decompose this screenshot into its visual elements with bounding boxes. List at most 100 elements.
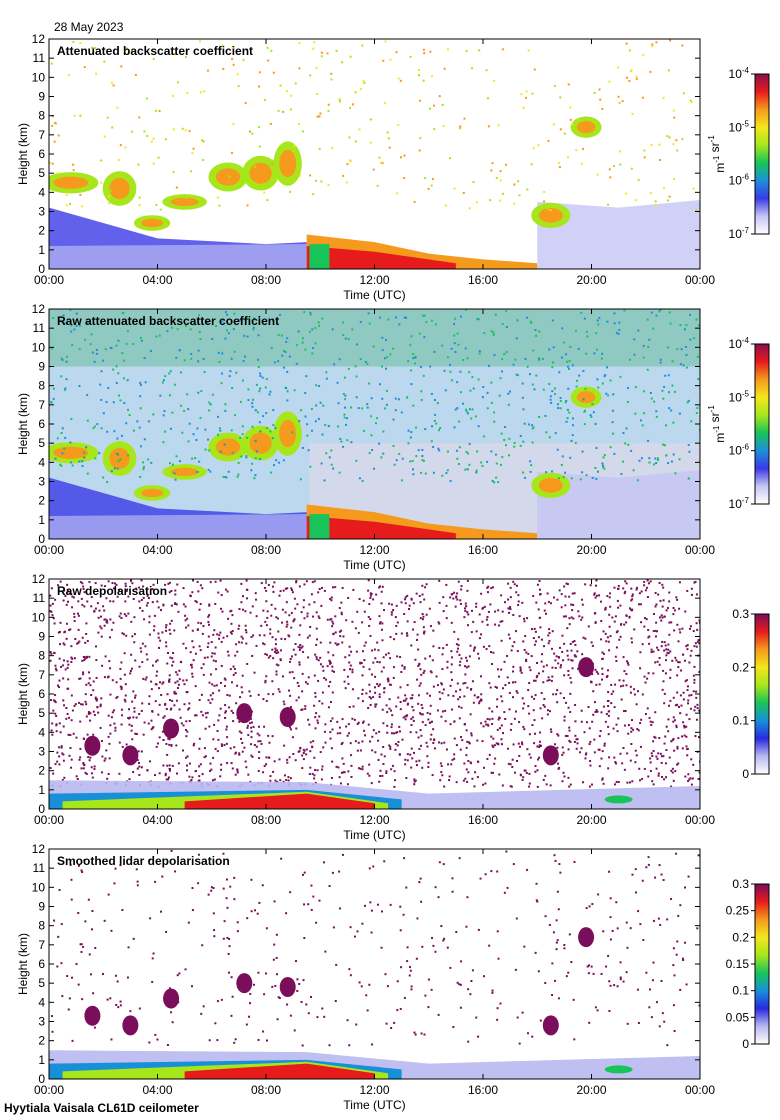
noise-dot: [569, 677, 572, 680]
noise-dot: [522, 471, 525, 474]
noise-dot: [466, 896, 469, 899]
noise-dot: [398, 452, 401, 455]
noise-dot: [685, 735, 688, 738]
noise-dot: [50, 1015, 53, 1018]
noise-dot: [293, 1029, 296, 1032]
noise-dot: [126, 330, 129, 333]
noise-dot: [247, 388, 250, 391]
noise-dot: [310, 884, 313, 887]
noise-dot: [89, 719, 92, 722]
noise-dot: [81, 603, 84, 606]
noise-dot: [253, 744, 256, 747]
noise-dot: [214, 1022, 217, 1025]
cloud-core: [576, 121, 596, 134]
noise-dot: [624, 580, 627, 583]
noise-dot: [460, 588, 463, 591]
noise-dot: [206, 438, 209, 441]
noise-dot: [459, 599, 462, 602]
noise-dot: [393, 463, 396, 466]
noise-dot: [616, 985, 619, 988]
noise-dot: [689, 777, 692, 780]
noise-dot: [418, 747, 421, 750]
noise-dot: [574, 441, 577, 444]
noise-dot: [415, 592, 418, 595]
noise-dot: [608, 596, 611, 599]
noise-dot: [361, 700, 364, 703]
noise-dot: [198, 645, 201, 648]
noise-dot: [347, 723, 350, 726]
noise-dot: [250, 730, 253, 733]
noise-dot: [496, 870, 499, 873]
noise-dot: [131, 700, 134, 703]
noise-dot: [470, 417, 473, 420]
noise-dot: [562, 341, 565, 344]
noise-dot: [437, 447, 440, 450]
noise-dot: [214, 602, 217, 605]
noise-dot: [366, 406, 369, 409]
noise-dot: [534, 679, 537, 682]
noise-dot: [413, 783, 416, 786]
noise-dot: [409, 436, 412, 439]
noise-dot: [338, 471, 341, 474]
noise-dot: [402, 699, 405, 702]
noise-dot: [595, 332, 598, 335]
noise-dot: [62, 589, 65, 592]
noise-dot: [330, 463, 333, 466]
noise-dot: [76, 642, 79, 645]
noise-dot: [294, 759, 297, 762]
noise-dot: [268, 393, 271, 396]
noise-dot: [361, 674, 364, 677]
noise-dot: [419, 682, 422, 685]
noise-dot: [331, 665, 334, 668]
noise-dot: [471, 408, 474, 411]
noise-dot: [176, 772, 179, 775]
noise-dot: [630, 730, 633, 733]
noise-dot: [562, 751, 565, 754]
noise-dot: [185, 735, 188, 738]
noise-dot: [188, 762, 191, 765]
noise-dot: [241, 425, 244, 428]
noise-dot: [672, 947, 675, 950]
noise-dot: [549, 209, 552, 212]
noise-dot: [512, 681, 515, 684]
noise-dot: [240, 731, 243, 734]
noise-dot: [418, 595, 421, 598]
noise-dot: [512, 670, 515, 673]
cloud-depol: [578, 657, 595, 678]
noise-dot: [238, 720, 241, 723]
noise-dot: [219, 164, 222, 167]
noise-dot: [49, 651, 52, 654]
noise-dot: [584, 757, 587, 760]
noise-dot: [238, 624, 241, 627]
noise-dot: [128, 723, 131, 726]
noise-dot: [571, 659, 574, 662]
noise-dot: [392, 676, 395, 679]
noise-dot: [290, 728, 293, 731]
noise-dot: [593, 592, 596, 595]
noise-dot: [507, 582, 510, 585]
noise-dot: [85, 715, 88, 718]
noise-dot: [314, 179, 317, 182]
noise-dot: [601, 464, 604, 467]
noise-dot: [308, 634, 311, 637]
noise-dot: [380, 628, 383, 631]
noise-dot: [562, 659, 565, 662]
noise-dot: [259, 740, 262, 743]
noise-dot: [199, 584, 202, 587]
noise-dot: [412, 357, 415, 360]
noise-dot: [622, 747, 625, 750]
noise-dot: [668, 195, 671, 198]
noise-dot: [437, 709, 440, 712]
noise-dot: [262, 1030, 265, 1033]
noise-dot: [523, 728, 526, 731]
noise-dot: [123, 402, 126, 405]
noise-dot: [423, 598, 426, 601]
noise-dot: [70, 330, 73, 333]
noise-dot: [625, 42, 628, 45]
noise-dot: [437, 621, 440, 624]
noise-dot: [697, 854, 700, 857]
noise-dot: [167, 778, 170, 781]
noise-dot: [548, 632, 551, 635]
noise-dot: [582, 370, 585, 373]
noise-dot: [218, 689, 221, 692]
